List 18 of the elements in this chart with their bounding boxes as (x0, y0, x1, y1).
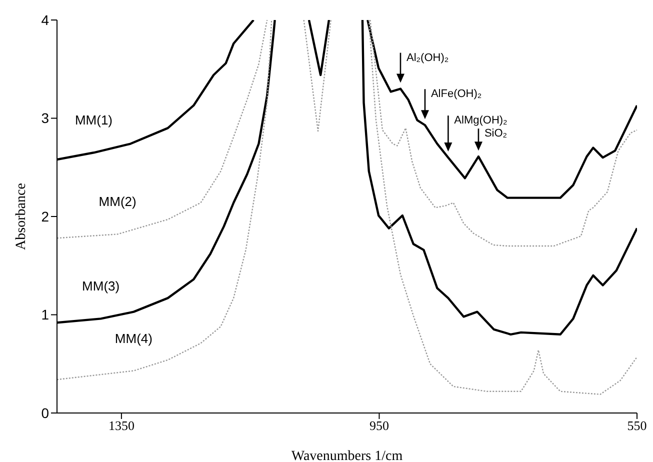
annotation: AlMg(OH)₂ (454, 114, 508, 127)
x-tick-label: 950 (369, 418, 389, 434)
y-tick-label: 4 (41, 12, 50, 28)
x-tick-label: 550 (627, 418, 647, 434)
y-tick-label: 0 (41, 404, 50, 421)
annotation: AlFe(OH)₂ (430, 88, 482, 100)
annotation: SiO₂ (484, 128, 508, 140)
y-tick-label: 2 (41, 208, 50, 224)
series-label: MM(3) (82, 278, 120, 294)
series-label: MM(1) (74, 112, 113, 128)
x-axis-title: Wavenumbers 1/cm (291, 449, 403, 462)
series-label: MM(4) (114, 330, 152, 346)
series-label: MM(2) (98, 194, 136, 210)
y-axis-title: Absorbance (14, 183, 29, 250)
x-tick-label: 1350 (108, 418, 134, 434)
y-tick-label: 1 (41, 306, 50, 323)
annotation: Al₂(OH)₂ (406, 52, 449, 64)
y-tick-label: 3 (41, 110, 50, 126)
